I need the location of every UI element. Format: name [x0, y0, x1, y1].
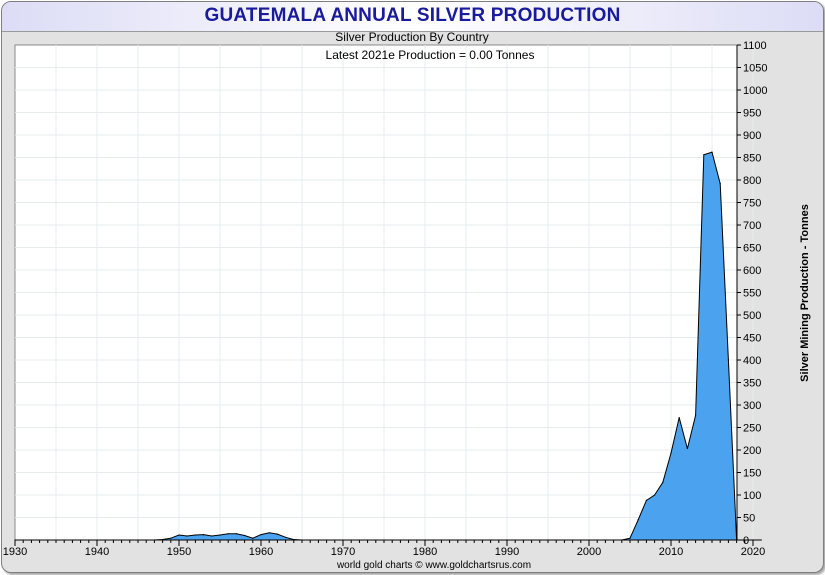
data-point [276, 533, 278, 535]
y-tick-label: 1000 [743, 85, 767, 97]
x-tick-label: 1930 [3, 546, 27, 558]
chart-annotation: Latest 2021e Production = 0.00 Tonnes [326, 48, 535, 62]
y-tick-label: 550 [743, 288, 761, 300]
x-tick-label: 1950 [167, 546, 191, 558]
data-point [211, 535, 213, 537]
y-tick-label: 1050 [743, 63, 767, 75]
y-axis-label: Silver Mining Production - Tonnes [799, 204, 811, 382]
y-tick-label: 100 [743, 490, 761, 502]
y-tick-label: 200 [743, 445, 761, 457]
data-point [678, 417, 680, 419]
y-tick-label: 0 [743, 535, 749, 547]
y-tick-label: 800 [743, 175, 761, 187]
y-tick-label: 650 [743, 243, 761, 255]
data-point [695, 414, 697, 416]
x-axis: 1930 1940 1950 1960 1970 1980 1990 2000 2010 2020 [3, 539, 765, 558]
data-point [170, 537, 172, 539]
area-fill [15, 152, 762, 540]
chart-subtitle: Silver Production By Country [335, 30, 488, 44]
x-tick-label: 1970 [331, 546, 355, 558]
x-tick-label: 1940 [85, 546, 109, 558]
data-point [268, 532, 270, 534]
data-point [194, 534, 196, 536]
y-tick-label: 400 [743, 355, 761, 367]
x-tick-label: 2000 [577, 546, 601, 558]
y-tick-label: 300 [743, 400, 761, 412]
chart-title: GUATEMALA ANNUAL SILVER PRODUCTION [204, 5, 621, 26]
x-tick-label: 2010 [659, 546, 683, 558]
data-point [686, 448, 689, 450]
y-axis: 0 50 100 150 200 250 300 350 400 450 500 550 600 650 7… [736, 40, 767, 547]
data-point [703, 154, 705, 156]
data-point [252, 537, 254, 539]
data-point [645, 499, 648, 501]
y-tick-label: 750 [743, 198, 761, 210]
data-point [670, 452, 672, 454]
x-tick-label: 1990 [495, 546, 519, 558]
y-tick-label: 150 [743, 468, 761, 480]
data-point [637, 519, 639, 521]
y-tick-label: 500 [743, 310, 761, 322]
data-point [235, 533, 237, 535]
y-tick-label: 850 [743, 153, 761, 165]
data-point [244, 534, 246, 537]
data-point [719, 183, 721, 185]
y-tick-label: 1100 [743, 40, 767, 52]
data-point [203, 534, 205, 536]
data-point [219, 534, 221, 536]
data-point [285, 536, 287, 538]
y-tick-label: 900 [743, 130, 761, 142]
data-point [178, 534, 180, 536]
y-tick-label: 450 [743, 333, 761, 345]
data-point [727, 359, 730, 361]
x-tick-label: 2020 [741, 546, 765, 558]
x-tick-label: 1960 [249, 546, 273, 558]
y-tick-label: 250 [743, 423, 761, 435]
x-tick-label: 1980 [413, 546, 437, 558]
title-bar: GUATEMALA ANNUAL SILVER PRODUCTION [2, 2, 823, 32]
data-point [186, 535, 188, 537]
y-tick-label: 600 [743, 265, 761, 277]
y-tick-label: 950 [743, 108, 761, 120]
data-point [629, 537, 631, 539]
data-point [654, 494, 656, 496]
data-point [662, 481, 664, 483]
y-tick-label: 50 [743, 513, 755, 525]
data-point [227, 533, 229, 535]
data-point [760, 539, 762, 541]
source-credit: world gold charts © www.goldchartsrus.co… [336, 560, 531, 571]
data-point [260, 534, 262, 536]
y-tick-label: 700 [743, 220, 761, 232]
data-point [711, 151, 713, 153]
y-tick-label: 350 [743, 378, 761, 390]
